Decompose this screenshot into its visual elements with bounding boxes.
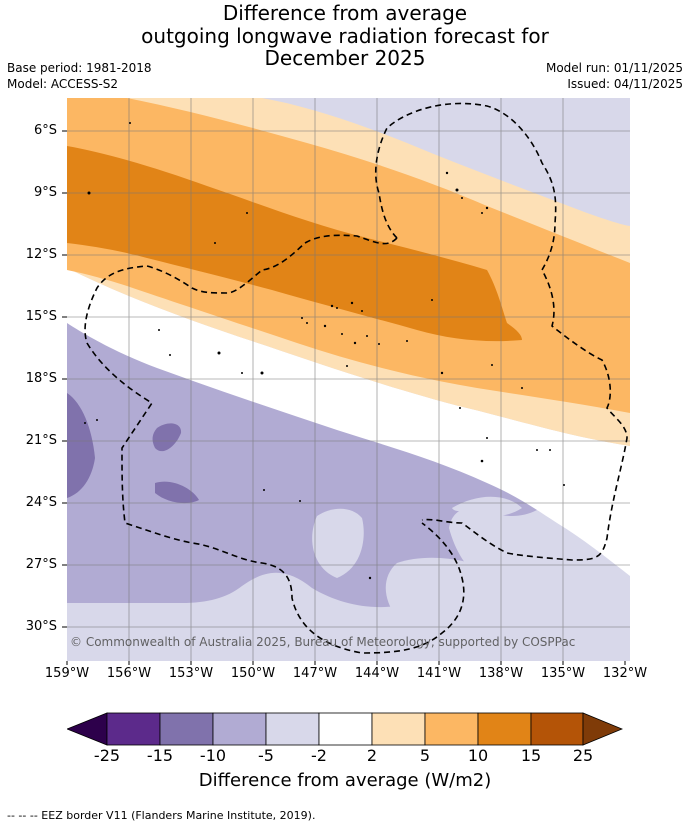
title-line-1: Difference from average bbox=[222, 1, 468, 25]
map-panel: © Commonwealth of Australia 2025, Bureau… bbox=[67, 98, 630, 661]
legend-swatch bbox=[265, 712, 320, 746]
eez-border-east bbox=[374, 102, 628, 561]
band-neg15-neg10-patch bbox=[152, 423, 182, 452]
lat-label: 9°S bbox=[33, 185, 57, 200]
graticule bbox=[67, 98, 630, 661]
lon-label: 156°W bbox=[106, 666, 152, 681]
lat-label: 18°S bbox=[25, 371, 57, 386]
band-neg5-neg2-patch-3 bbox=[385, 557, 528, 642]
copyright-notice: © Commonwealth of Australia 2025, Bureau… bbox=[70, 635, 576, 649]
band-neg15-neg10 bbox=[67, 393, 95, 498]
lon-label: 153°W bbox=[168, 666, 214, 681]
legend-swatch bbox=[477, 712, 532, 746]
lat-label: 24°S bbox=[25, 495, 57, 510]
legend-swatch bbox=[159, 712, 214, 746]
issued-date: Issued: 04/11/2025 bbox=[567, 77, 683, 91]
lon-label: 132°W bbox=[602, 666, 648, 681]
legend-swatch bbox=[371, 712, 426, 746]
legend-tick: 2 bbox=[366, 746, 378, 765]
islands bbox=[84, 122, 565, 580]
model-name: Model: ACCESS-S2 bbox=[7, 77, 119, 91]
band-neg2-pos2 bbox=[67, 268, 630, 576]
legend-tick: -25 bbox=[93, 746, 121, 765]
legend-swatch-gt-25 bbox=[582, 712, 623, 746]
band-pos10-pos15 bbox=[67, 146, 522, 342]
title-line-3: December 2025 bbox=[264, 46, 426, 70]
band-neg5-neg2-patch-2 bbox=[452, 496, 522, 517]
legend-swatch bbox=[212, 712, 267, 746]
legend-title: Difference from average (W/m2) bbox=[198, 770, 492, 791]
eez-footnote: -- -- -- EEZ border V11 (Flanders Marine… bbox=[7, 809, 316, 822]
lon-label: 159°W bbox=[44, 666, 90, 681]
eez-borders bbox=[84, 102, 628, 654]
legend-swatch bbox=[424, 712, 479, 746]
chart-title: Difference from average outgoing longwav… bbox=[0, 2, 690, 70]
lat-label: 21°S bbox=[25, 433, 57, 448]
lon-label: 138°W bbox=[478, 666, 524, 681]
meta-left: Base period: 1981-2018 Model: ACCESS-S2 bbox=[7, 60, 152, 92]
lat-label: 27°S bbox=[25, 557, 57, 572]
band-neg15-neg10-patch-2 bbox=[155, 481, 199, 504]
legend-tick: 15 bbox=[520, 746, 542, 765]
legend-colorbar bbox=[67, 712, 623, 746]
meta-right: Model run: 01/11/2025 Issued: 04/11/2025 bbox=[546, 60, 683, 92]
legend-tick: -10 bbox=[199, 746, 227, 765]
legend-tick: 25 bbox=[572, 746, 594, 765]
lat-label: 6°S bbox=[33, 123, 57, 138]
lon-label: 141°W bbox=[416, 666, 462, 681]
legend-tick: 10 bbox=[467, 746, 489, 765]
legend-swatch bbox=[318, 712, 373, 746]
legend-tick: 5 bbox=[419, 746, 431, 765]
lon-label: 135°W bbox=[540, 666, 586, 681]
legend-swatch-lt-neg25 bbox=[67, 712, 108, 746]
legend-tick: -5 bbox=[258, 746, 274, 765]
model-run: Model run: 01/11/2025 bbox=[545, 61, 683, 75]
map-svg bbox=[67, 98, 630, 661]
title-line-2: outgoing longwave radiation forecast for bbox=[141, 23, 549, 48]
band-neg5-neg2-patch-1 bbox=[312, 508, 364, 578]
legend-swatch bbox=[106, 712, 161, 746]
eez-border-north bbox=[84, 234, 465, 654]
lon-label: 150°W bbox=[230, 666, 276, 681]
legend-swatch bbox=[530, 712, 584, 746]
lat-label: 15°S bbox=[25, 309, 57, 324]
lon-label: 144°W bbox=[354, 666, 400, 681]
lat-label: 30°S bbox=[25, 619, 57, 634]
lon-label: 147°W bbox=[292, 666, 338, 681]
lat-label: 12°S bbox=[25, 247, 57, 262]
base-period: Base period: 1981-2018 bbox=[7, 61, 152, 75]
legend-tick: -2 bbox=[311, 746, 327, 765]
legend-tick: -15 bbox=[146, 746, 174, 765]
